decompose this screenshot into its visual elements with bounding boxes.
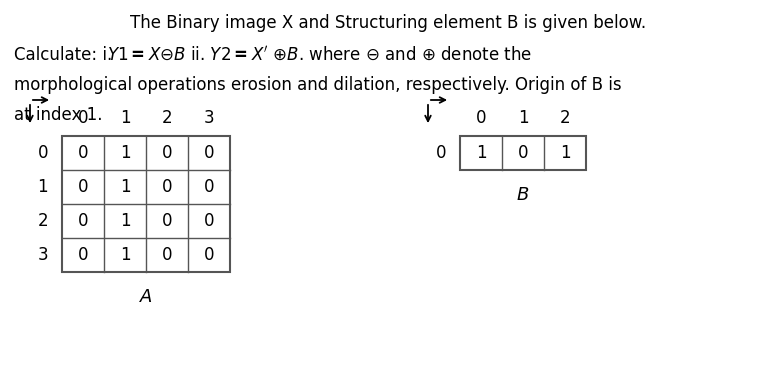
Text: 2: 2 <box>162 109 172 127</box>
Text: 3: 3 <box>37 246 48 264</box>
Text: 0: 0 <box>37 144 48 162</box>
Text: 1: 1 <box>476 144 486 162</box>
Text: 0: 0 <box>476 109 486 127</box>
Text: morphological operations erosion and dilation, respectively. Origin of B is: morphological operations erosion and dil… <box>14 76 622 94</box>
Text: 1: 1 <box>120 144 131 162</box>
Text: The Binary image X and Structuring element B is given below.: The Binary image X and Structuring eleme… <box>131 14 646 32</box>
Text: 0: 0 <box>204 144 214 162</box>
Text: 1: 1 <box>120 178 131 196</box>
Text: 1: 1 <box>120 246 131 264</box>
Text: 0: 0 <box>78 246 89 264</box>
Text: 0: 0 <box>204 246 214 264</box>
Text: Calculate: i.: Calculate: i. <box>14 46 117 64</box>
Text: 0: 0 <box>162 178 172 196</box>
Text: 0: 0 <box>78 144 89 162</box>
Text: 0: 0 <box>78 212 89 230</box>
Text: 0: 0 <box>78 109 89 127</box>
Text: 0: 0 <box>162 246 172 264</box>
Text: 0: 0 <box>162 212 172 230</box>
Text: at index 1.: at index 1. <box>14 106 103 124</box>
Bar <box>62 136 230 272</box>
Text: 1: 1 <box>517 109 528 127</box>
Text: 1: 1 <box>120 212 131 230</box>
Text: 2: 2 <box>37 212 48 230</box>
Text: $\bf{\it{Y1}}$$\bf{=}$$\bf{\it{X}}$⊖$\bf{\it{B}}$ ii. $\bf{\it{Y2}}$$\bf{=}$$\bf: $\bf{\it{Y1}}$$\bf{=}$$\bf{\it{X}}$⊖$\bf… <box>107 46 532 64</box>
Text: 1: 1 <box>559 144 570 162</box>
Text: 2: 2 <box>559 109 570 127</box>
Text: 1: 1 <box>120 109 131 127</box>
Text: 0: 0 <box>517 144 528 162</box>
Bar <box>460 136 586 170</box>
Text: 0: 0 <box>435 144 446 162</box>
Text: B: B <box>517 186 529 204</box>
Text: 3: 3 <box>204 109 214 127</box>
Text: 0: 0 <box>162 144 172 162</box>
Text: 0: 0 <box>204 178 214 196</box>
Text: A: A <box>140 288 152 306</box>
Text: 1: 1 <box>37 178 48 196</box>
Text: 0: 0 <box>78 178 89 196</box>
Text: 0: 0 <box>204 212 214 230</box>
